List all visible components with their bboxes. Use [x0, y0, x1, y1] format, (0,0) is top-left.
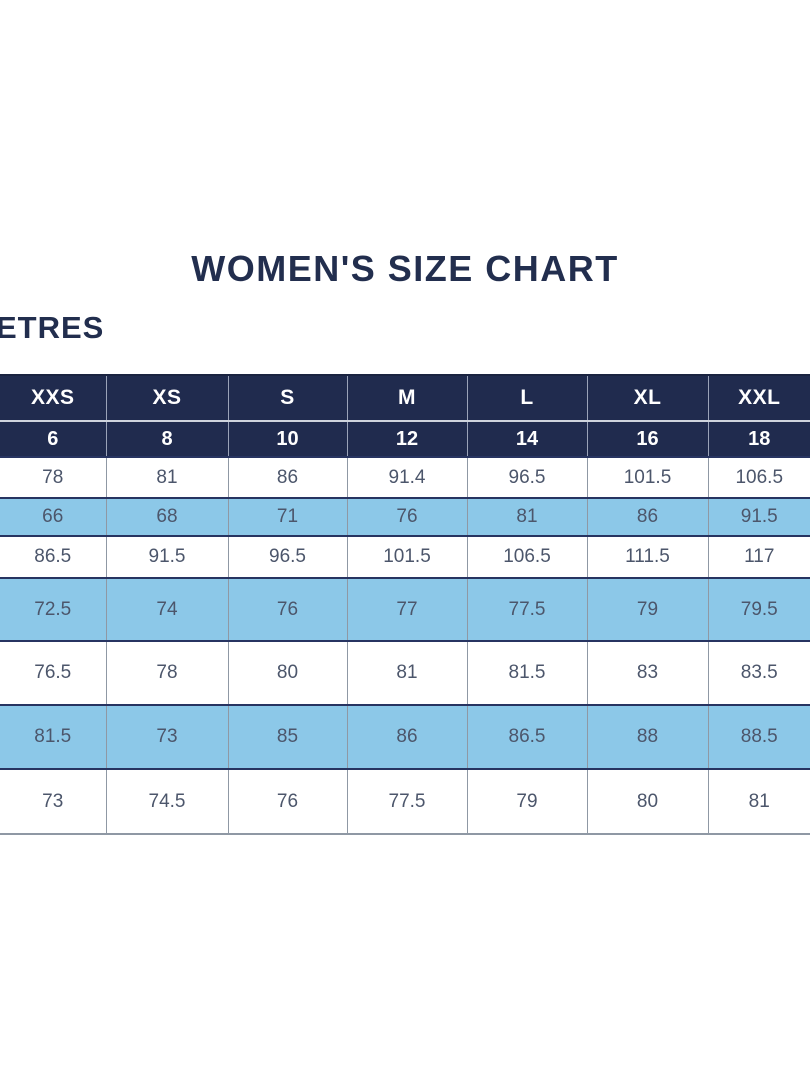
- centimetres-label: ETRES: [0, 310, 105, 345]
- measurement-cell: 76.5: [0, 640, 106, 705]
- measurement-cell: 73: [0, 768, 106, 834]
- measurement-cell: 81: [105, 456, 228, 498]
- numeric-size-header-row: 6 8 10 12 14 16 18: [0, 420, 810, 457]
- measurement-cell: 91.5: [707, 497, 810, 536]
- measurement-cell: 111.5: [586, 535, 708, 578]
- measurement-cell: 74.5: [105, 768, 228, 834]
- measurement-cell: 79: [586, 577, 708, 641]
- measurement-cell: 83.5: [707, 640, 810, 705]
- measurement-cell: 86.5: [466, 704, 587, 769]
- size-header-cell: M: [346, 375, 467, 421]
- measurement-cell: 85: [227, 704, 347, 769]
- measurement-cell: 79.5: [707, 577, 810, 641]
- measurement-cell: 76: [227, 577, 347, 641]
- measurement-cell: 73: [105, 704, 228, 769]
- measurement-cell: 66: [0, 497, 106, 536]
- measurement-cell: 96.5: [466, 456, 587, 498]
- page-title: WOMEN'S SIZE CHART: [191, 248, 619, 289]
- measurement-cell: 91.5: [105, 535, 228, 578]
- measurement-row: 76.5 78 80 81 81.5 83 83.5: [0, 640, 810, 705]
- measurement-row: 73 74.5 76 77.5 79 80 81: [0, 768, 810, 834]
- measurement-cell: 81: [707, 768, 810, 834]
- numeric-size-cell: 18: [707, 420, 810, 457]
- measurement-cell: 86.5: [0, 535, 106, 578]
- measurement-cell: 81.5: [0, 704, 106, 769]
- numeric-size-cell: 14: [466, 420, 587, 457]
- measurement-cell: 81.5: [466, 640, 587, 705]
- size-header-cell: XXL: [707, 375, 810, 421]
- measurement-cell: 81: [346, 640, 467, 705]
- measurement-row: 72.5 74 76 77 77.5 79 79.5: [0, 577, 810, 641]
- measurement-cell: 86: [227, 456, 347, 498]
- measurement-cell: 78: [105, 640, 228, 705]
- size-header-cell: XXS: [0, 375, 106, 421]
- numeric-size-cell: 8: [105, 420, 228, 457]
- measurement-cell: 77.5: [466, 577, 587, 641]
- measurement-cell: 71: [227, 497, 347, 536]
- measurement-cell: 78: [0, 456, 106, 498]
- size-header-cell: L: [466, 375, 587, 421]
- measurement-row: 81.5 73 85 86 86.5 88 88.5: [0, 704, 810, 769]
- size-chart-table: XXS XS S M L XL XXL 6 8 10 12 14 16 18 7…: [0, 374, 810, 835]
- size-header-cell: XS: [105, 375, 228, 421]
- measurement-cell: 96.5: [227, 535, 347, 578]
- measurement-cell: 77.5: [346, 768, 467, 834]
- measurement-cell: 68: [105, 497, 228, 536]
- measurement-row: 66 68 71 76 81 86 91.5: [0, 497, 810, 536]
- measurement-row: 86.5 91.5 96.5 101.5 106.5 111.5 117: [0, 535, 810, 578]
- measurement-cell: 83: [586, 640, 708, 705]
- measurement-cell: 86: [586, 497, 708, 536]
- measurement-row: 78 81 86 91.4 96.5 101.5 106.5: [0, 456, 810, 498]
- measurement-cell: 77: [346, 577, 467, 641]
- numeric-size-cell: 12: [346, 420, 467, 457]
- measurement-cell: 88: [586, 704, 708, 769]
- numeric-size-cell: 10: [227, 420, 347, 457]
- measurement-cell: 76: [227, 768, 347, 834]
- measurement-cell: 80: [586, 768, 708, 834]
- measurement-cell: 101.5: [346, 535, 467, 578]
- measurement-cell: 91.4: [346, 456, 467, 498]
- size-header-row: XXS XS S M L XL XXL: [0, 375, 810, 421]
- size-header-cell: S: [227, 375, 347, 421]
- numeric-size-cell: 16: [586, 420, 708, 457]
- measurement-cell: 86: [346, 704, 467, 769]
- measurement-cell: 76: [346, 497, 467, 536]
- measurement-cell: 101.5: [586, 456, 708, 498]
- measurement-cell: 88.5: [707, 704, 810, 769]
- measurement-cell: 106.5: [707, 456, 810, 498]
- measurement-cell: 117: [707, 535, 810, 578]
- size-header-cell: XL: [586, 375, 708, 421]
- measurement-cell: 74: [105, 577, 228, 641]
- measurement-cell: 106.5: [466, 535, 587, 578]
- measurement-cell: 81: [466, 497, 587, 536]
- measurement-cell: 79: [466, 768, 587, 834]
- measurement-cell: 72.5: [0, 577, 106, 641]
- numeric-size-cell: 6: [0, 420, 106, 457]
- measurement-cell: 80: [227, 640, 347, 705]
